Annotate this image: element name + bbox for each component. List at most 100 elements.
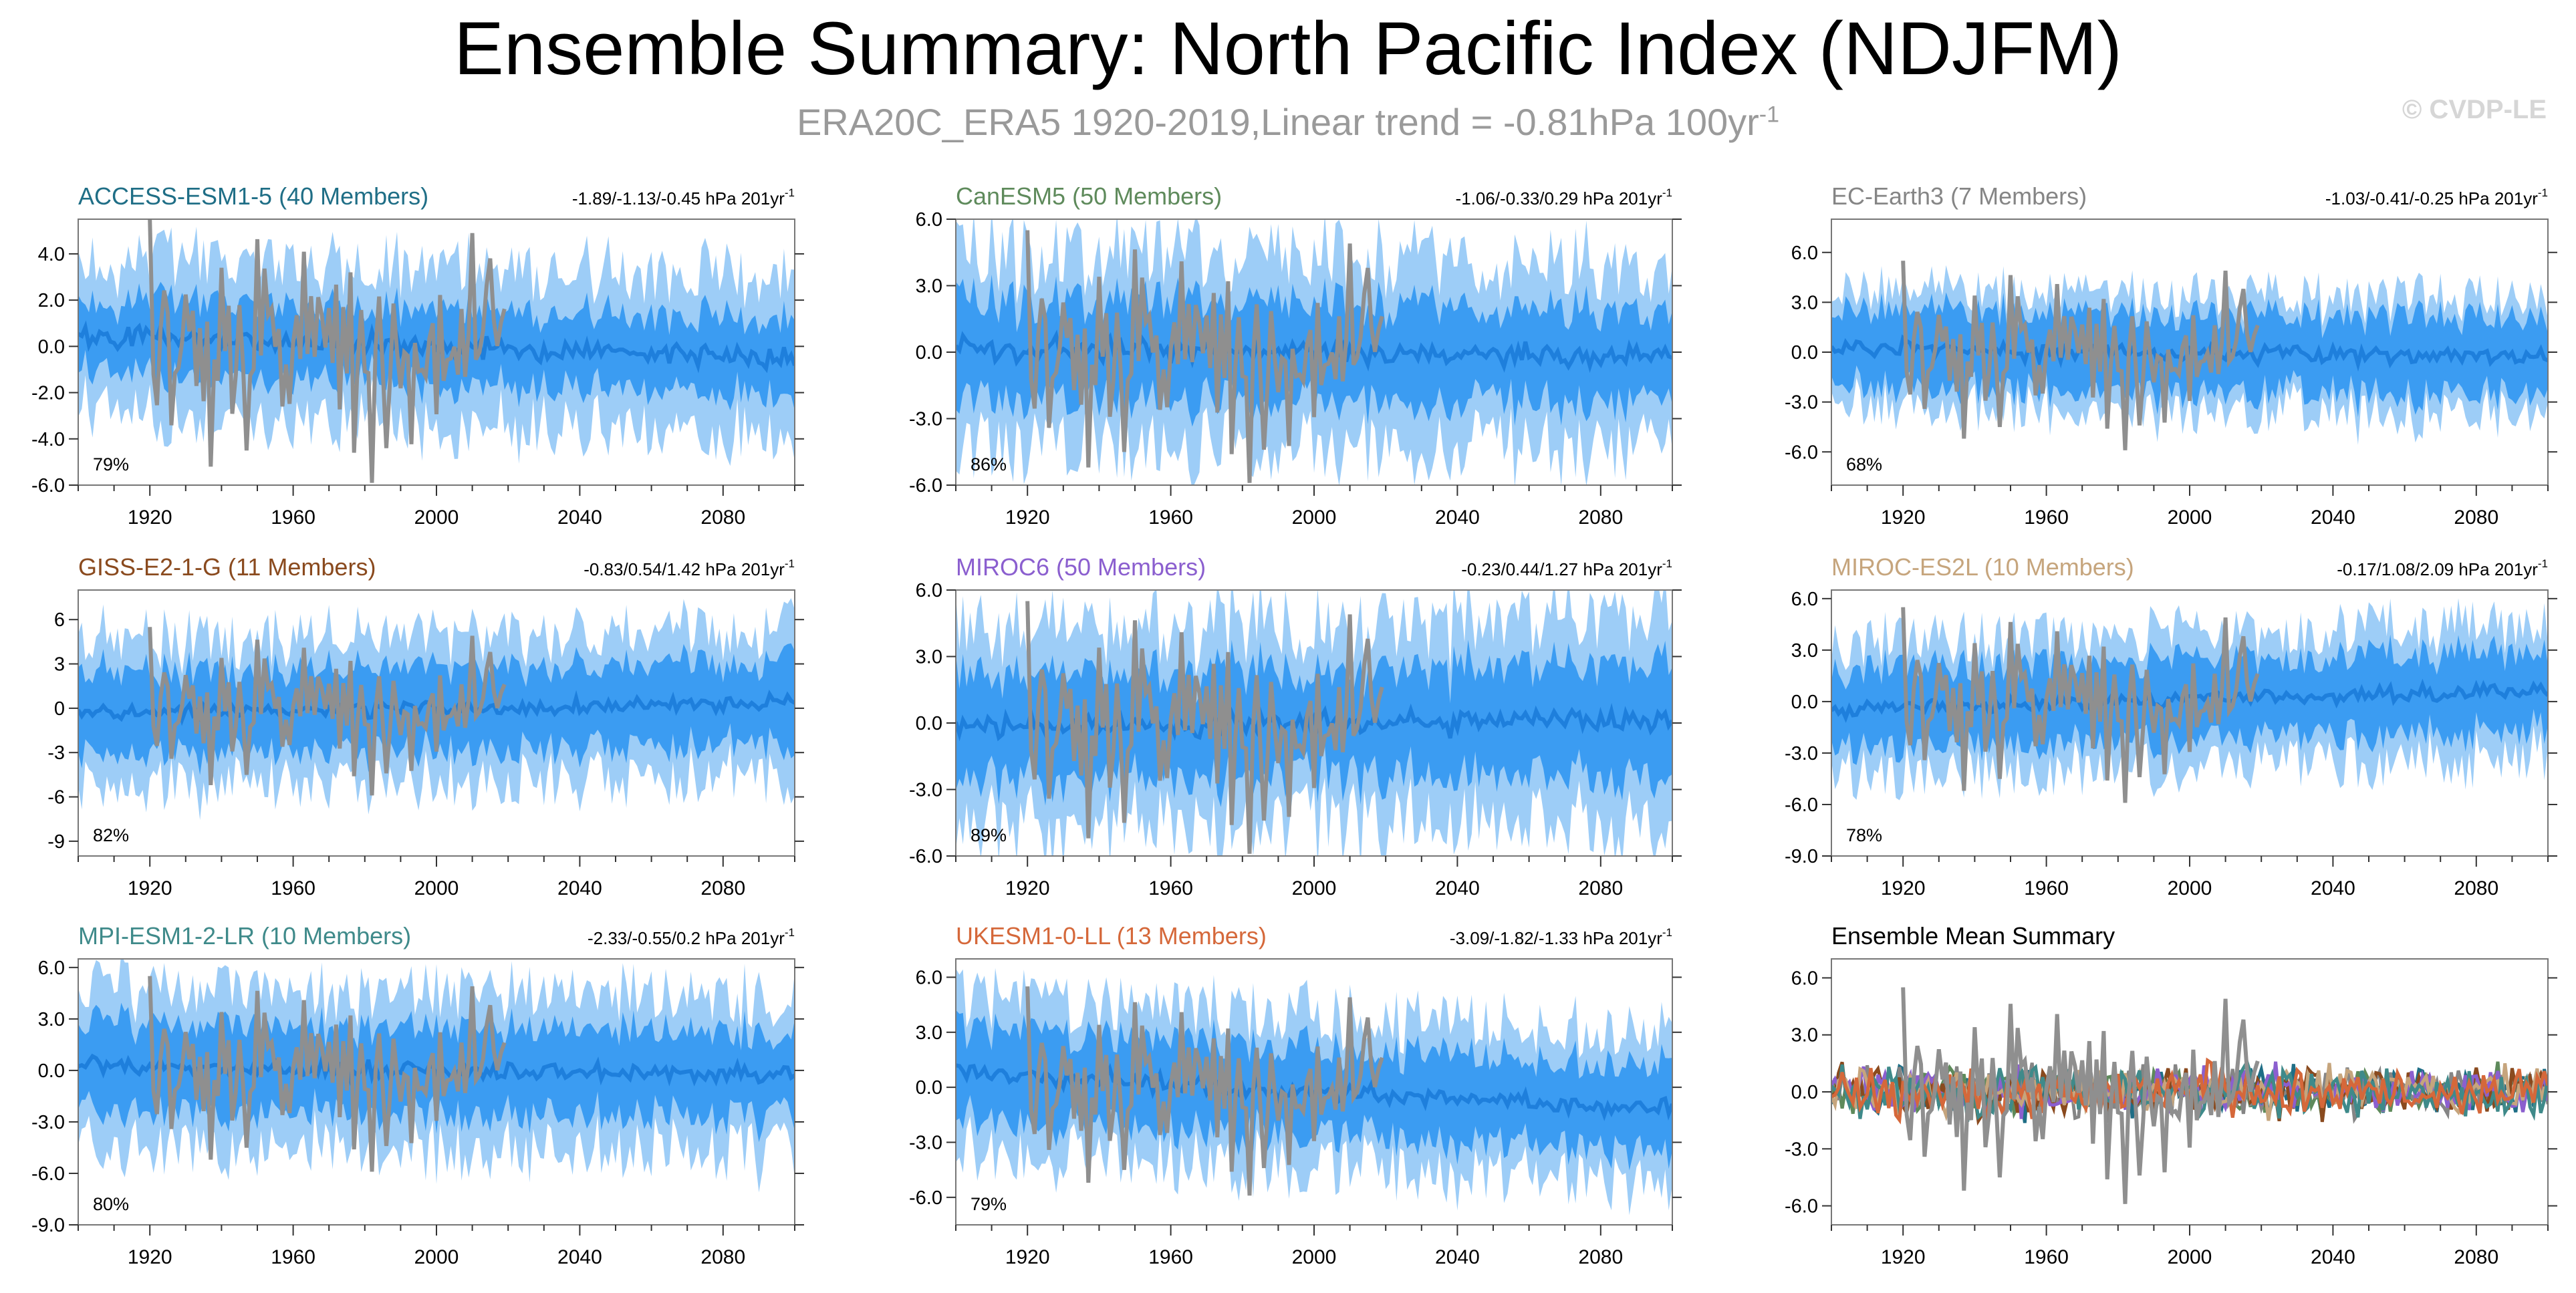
x-tick-label: 2040 bbox=[557, 1246, 602, 1268]
y-tick-label: -6 bbox=[47, 787, 65, 809]
y-tick-label: 3.0 bbox=[916, 647, 942, 668]
x-tick-label: 2080 bbox=[2454, 877, 2498, 899]
x-tick-label: 2080 bbox=[1578, 877, 1623, 899]
panel-title: GISS-E2-1-G (11 Members) bbox=[78, 553, 376, 581]
x-tick-label: 1920 bbox=[128, 507, 172, 529]
y-tick-label: 3.0 bbox=[916, 276, 942, 297]
x-tick-label: 2000 bbox=[414, 1246, 459, 1268]
y-tick-label: -6.0 bbox=[909, 1187, 942, 1209]
observations-line bbox=[1901, 987, 2260, 1204]
y-tick-label: 6.0 bbox=[1791, 589, 1818, 610]
observations-line bbox=[148, 219, 507, 483]
subtitle-text: ERA20C_ERA5 1920-2019,Linear trend = -0.… bbox=[796, 101, 1759, 143]
y-tick-label: -6.0 bbox=[31, 1163, 65, 1185]
x-tick-label: 2080 bbox=[2454, 1246, 2498, 1268]
y-tick-label: 6.0 bbox=[1791, 968, 1818, 989]
x-tick-label: 2000 bbox=[1292, 1246, 1337, 1268]
trend-exponent: -1 bbox=[1662, 186, 1672, 199]
y-tick-label: 3 bbox=[54, 654, 65, 676]
x-tick-label: 2080 bbox=[1578, 507, 1623, 529]
x-tick-label: 2040 bbox=[2311, 1246, 2355, 1268]
y-tick-label: -4.0 bbox=[31, 429, 65, 450]
plot-area bbox=[956, 219, 1672, 485]
y-tick-label: 4.0 bbox=[38, 244, 65, 265]
y-tick-label: -6.0 bbox=[31, 475, 65, 496]
x-tick-label: 1920 bbox=[1881, 1246, 1926, 1268]
y-tick-label: 0.0 bbox=[38, 1060, 65, 1082]
y-tick-label: -2.0 bbox=[31, 383, 65, 404]
panel-title: CanESM5 (50 Members) bbox=[956, 182, 1222, 210]
y-tick-label: -3.0 bbox=[1785, 1139, 1818, 1160]
x-tick-label: 1920 bbox=[1005, 507, 1050, 529]
y-tick-label: 0.0 bbox=[916, 713, 942, 734]
x-tick-label: 1960 bbox=[1148, 1246, 1193, 1268]
panel-title: Ensemble Mean Summary bbox=[1831, 922, 2115, 950]
panel-percent-label: 68% bbox=[1846, 454, 1882, 474]
trend-value: -1.06/-0.33/0.29 hPa 201yr bbox=[1456, 188, 1663, 208]
x-tick-label: 2000 bbox=[1292, 507, 1337, 529]
x-tick-label: 2000 bbox=[1292, 877, 1337, 899]
panel-trend-text: -0.23/0.44/1.27 hPa 201yr-1 bbox=[1461, 557, 1672, 579]
x-tick-label: 2040 bbox=[1435, 1246, 1480, 1268]
observations-line bbox=[148, 627, 507, 796]
subtitle-unit-exponent: -1 bbox=[1759, 102, 1780, 128]
trend-exponent: -1 bbox=[785, 557, 795, 570]
panel-trend-text: -1.03/-0.41/-0.25 hPa 201yr-1 bbox=[2325, 186, 2548, 208]
panel-percent-label: 89% bbox=[971, 825, 1007, 845]
y-tick-label: 0.0 bbox=[38, 336, 65, 357]
x-tick-label: 1960 bbox=[271, 877, 315, 899]
y-tick-label: 6.0 bbox=[38, 958, 65, 979]
y-tick-label: -6.0 bbox=[1785, 1196, 1818, 1217]
x-tick-label: 1920 bbox=[128, 877, 172, 899]
observations-line bbox=[1901, 261, 2260, 450]
trend-exponent: -1 bbox=[2538, 186, 2548, 199]
observations-line bbox=[1901, 607, 2260, 803]
y-tick-label: -9.0 bbox=[31, 1215, 65, 1236]
y-tick-label: -3.0 bbox=[909, 780, 942, 801]
x-tick-label: 1960 bbox=[2024, 507, 2069, 529]
x-tick-label: 1920 bbox=[1005, 877, 1050, 899]
plot-area bbox=[1831, 987, 2548, 1204]
panel-percent-label: 80% bbox=[93, 1194, 129, 1214]
panel-trend-text: -1.89/-1.13/-0.45 hPa 201yr-1 bbox=[572, 186, 795, 208]
trend-value: -1.89/-1.13/-0.45 hPa 201yr bbox=[572, 188, 785, 208]
x-tick-label: 1920 bbox=[1881, 877, 1926, 899]
x-tick-label: 1960 bbox=[2024, 1246, 2069, 1268]
panel-trend-text: -0.83/0.54/1.42 hPa 201yr-1 bbox=[584, 557, 795, 579]
y-tick-label: -3 bbox=[47, 742, 65, 764]
y-tick-label: -6.0 bbox=[1785, 795, 1818, 816]
panel-title: UKESM1-0-LL (13 Members) bbox=[956, 922, 1267, 950]
panel-percent-label: 79% bbox=[971, 1194, 1007, 1214]
x-tick-label: 2040 bbox=[2311, 507, 2355, 529]
y-tick-label: 3.0 bbox=[1791, 640, 1818, 662]
plot-area bbox=[78, 219, 795, 483]
y-tick-label: 3.0 bbox=[916, 1022, 942, 1044]
chart-panel-8: -6.0 -3.0 0.0 3.0 6.0 1920 1960 2000 2040 2080 UKE… bbox=[909, 922, 1682, 1268]
trend-exponent: -1 bbox=[1662, 557, 1672, 570]
panel-percent-label: 79% bbox=[93, 454, 129, 474]
y-tick-label: 0.0 bbox=[916, 342, 942, 364]
y-tick-label: 6 bbox=[54, 609, 65, 631]
x-tick-label: 2000 bbox=[2168, 507, 2212, 529]
observations-line bbox=[1025, 230, 1384, 483]
x-tick-label: 2000 bbox=[414, 877, 459, 899]
y-tick-label: -3.0 bbox=[1785, 392, 1818, 414]
x-tick-label: 1920 bbox=[1005, 1246, 1050, 1268]
y-tick-label: -6.0 bbox=[909, 846, 942, 867]
trend-value: -0.83/0.54/1.42 hPa 201yr bbox=[584, 559, 785, 579]
x-tick-label: 2080 bbox=[700, 877, 745, 899]
y-tick-label: -3.0 bbox=[1785, 743, 1818, 764]
y-tick-label: -6.0 bbox=[1785, 442, 1818, 463]
y-tick-label: 6.0 bbox=[916, 209, 942, 231]
panel-title: MIROC-ES2L (10 Members) bbox=[1831, 553, 2134, 581]
plot-area bbox=[1831, 261, 2548, 450]
page-title: Ensemble Summary: North Pacific Index (N… bbox=[454, 7, 2122, 90]
y-tick-label: 3.0 bbox=[1791, 292, 1818, 313]
x-tick-label: 1960 bbox=[1148, 877, 1193, 899]
observations-line bbox=[148, 976, 507, 1172]
chart-panel-4: -9 -6 -3 0 3 6 1920 1960 2000 2040 2080 GISS-E2-1-G… bbox=[47, 553, 804, 899]
panel-percent-label: 86% bbox=[971, 454, 1007, 474]
chart-panel-3: -6.0 -3.0 0.0 3.0 6.0 1920 1960 2000 2040 2080 EC-… bbox=[1785, 182, 2557, 529]
x-tick-label: 1960 bbox=[2024, 877, 2069, 899]
y-tick-label: 6.0 bbox=[916, 580, 942, 601]
